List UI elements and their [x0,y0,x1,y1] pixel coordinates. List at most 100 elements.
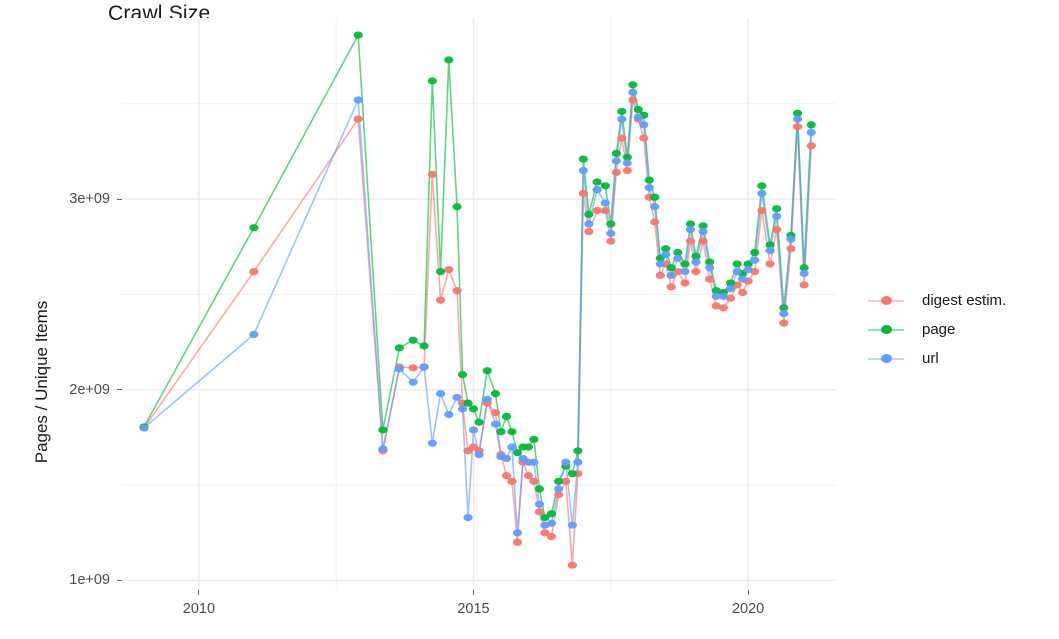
data-point [650,193,660,201]
data-point [718,292,729,300]
legend-label-digest-estim: digest estim. [922,292,1007,309]
data-point [435,390,446,398]
data-point [666,283,676,291]
data-point [419,363,429,371]
data-point [496,428,506,436]
y-tick-label: 3e+09 [69,191,110,208]
data-point [507,477,517,485]
data-point [578,166,588,175]
x-tick-mark [473,590,474,595]
data-point [685,220,696,228]
data-point [567,521,577,529]
data-point [633,105,643,114]
x-tick-label: 2010 [182,601,216,617]
data-point [408,364,418,372]
data-point [792,115,803,123]
data-point [512,449,523,457]
data-point [698,237,708,245]
data-point [622,153,632,161]
data-point [757,206,767,215]
data-point [378,426,388,434]
legend-item-page[interactable]: page [866,315,1006,344]
legend-item-digest-estim[interactable]: digest estim. [866,286,1006,315]
data-point [606,220,616,228]
data-point [546,519,557,527]
legend-key-digest-estim-icon [866,290,906,312]
data-point [474,451,484,459]
data-point [444,56,454,64]
data-point [606,237,616,245]
data-point [490,390,501,398]
data-point [673,248,683,257]
data-point [378,445,388,453]
plot-panel [122,18,836,590]
data-point [554,485,564,493]
data-point [806,142,816,150]
data-point [743,260,753,268]
data-point [578,155,588,163]
legend-key-page-icon [866,319,906,341]
data-point [534,500,545,508]
data-point [523,472,534,480]
data-point [750,256,760,264]
data-point [435,267,446,276]
data-point [757,189,767,198]
data-point [622,166,632,175]
data-point [592,186,602,194]
data-point [765,260,775,268]
data-point [757,182,767,190]
data-point [673,254,683,262]
data-point [512,538,523,546]
data-point [457,405,468,413]
data-point [554,491,564,499]
legend-key-url-icon [866,348,906,370]
data-point [573,447,583,455]
data-point [249,224,259,232]
data-point [779,319,789,327]
x-tick-label: 2015 [457,601,490,617]
legend-item-url[interactable]: url [866,344,1006,373]
data-point [617,115,627,123]
data-point [639,134,649,142]
data-point [628,88,638,96]
data-point [546,510,557,518]
data-point [685,226,696,234]
data-point [772,205,782,213]
data-point [444,266,454,274]
data-point [353,115,363,123]
data-point [680,267,690,276]
legend-label-page: page [922,321,956,338]
data-point [463,399,473,407]
data-point [691,258,701,266]
data-point [507,428,517,436]
data-point [600,199,610,207]
data-point [765,241,775,249]
data-point [523,443,534,451]
data-point [772,212,782,220]
data-point [408,336,418,344]
data-point [711,302,721,310]
data-point [578,189,588,198]
data-point [628,81,638,89]
data-point [573,458,583,466]
data-point [584,210,594,218]
data-point [561,458,571,466]
data-point [353,31,363,39]
data-point [698,227,708,236]
data-point [546,533,557,541]
data-point [673,267,683,276]
series-line [143,99,813,567]
data-point [482,395,492,403]
data-point [249,267,259,276]
data-point [611,157,621,165]
data-point [799,269,809,278]
data-point [468,405,479,413]
data-point [743,266,753,274]
data-point [463,513,473,522]
data-point [617,134,627,142]
data-point [680,279,690,287]
data-point [394,365,404,373]
data-point [249,330,259,339]
data-point [698,222,708,230]
data-point [592,178,602,186]
